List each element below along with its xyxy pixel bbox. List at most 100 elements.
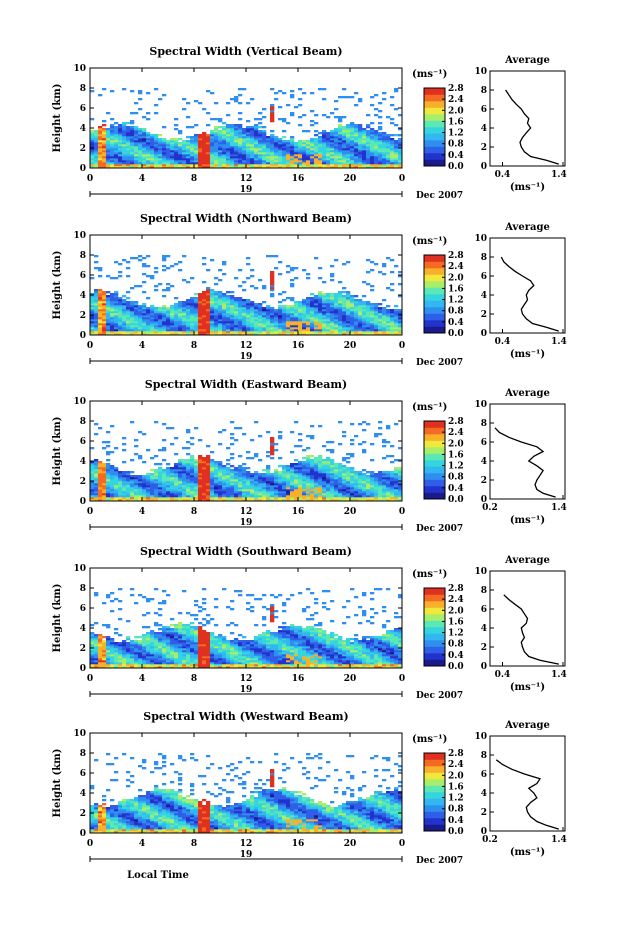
heatmap-cell: [362, 164, 367, 167]
heatmap-cell: [286, 331, 291, 334]
heatmap-cell: [194, 495, 199, 498]
heatmap-cell: [270, 164, 275, 167]
heatmap-cell: [262, 491, 267, 494]
heatmap-cell: [102, 132, 107, 135]
heatmap-cell: [374, 493, 379, 496]
colorbar-segment: [424, 294, 445, 301]
heatmap-cell: [230, 487, 235, 490]
heatmap-cell: [186, 323, 191, 326]
heatmap-cell: [278, 327, 283, 330]
heatmap-cell: [158, 144, 163, 147]
heatmap-cell: [90, 473, 95, 476]
heatmap-cell: [334, 465, 339, 468]
heatmap-cell: [130, 329, 135, 332]
heatmap-cell: [310, 329, 315, 332]
heatmap-cell: [306, 321, 311, 324]
heatmap-cell: [390, 140, 395, 143]
heatmap-cell: [262, 130, 267, 133]
heatmap-cell: [390, 475, 395, 478]
heatmap-cell: [306, 473, 311, 476]
heatmap-cell: [278, 313, 283, 316]
heatmap-cell: [214, 315, 219, 318]
heatmap-cell: [142, 497, 147, 500]
heatmap-cell: [362, 295, 367, 298]
heatmap-cell: [318, 475, 323, 478]
heatmap-cell: [250, 162, 255, 165]
heatmap-cell: [394, 144, 399, 147]
heatmap-cell: [298, 158, 303, 161]
panel-title: Spectral Width (Vertical Beam): [149, 45, 342, 58]
heatmap-cell: [350, 146, 355, 149]
heatmap-cell: [230, 483, 235, 486]
heatmap-cell: [346, 303, 351, 306]
heatmap-cell: [322, 485, 327, 488]
heatmap-cell: [390, 146, 395, 149]
heatmap-cell: [94, 493, 99, 496]
heatmap-cell: [106, 473, 111, 476]
heatmap-cell: [194, 146, 199, 149]
heatmap-cell: [270, 158, 275, 161]
heatmap-cell: [250, 152, 255, 155]
heatmap-cell: [302, 477, 307, 480]
heatmap-cell: [178, 465, 183, 468]
heatmap-cell: [234, 327, 239, 330]
heatmap-cell: [258, 487, 263, 490]
heatmap-cell: [270, 495, 275, 498]
heatmap-cell: [190, 497, 195, 500]
heatmap-cell: [110, 315, 115, 318]
heatmap-cell: [358, 158, 363, 161]
heatmap-cell: [154, 321, 159, 324]
heatmap-cell: [98, 307, 103, 310]
heatmap-cell: [370, 499, 375, 502]
heatmap-cell: [174, 477, 179, 480]
heatmap-cell: [290, 279, 295, 282]
heatmap-cell: [334, 463, 339, 466]
heatmap-cell: [246, 485, 251, 488]
heatmap-cell: [198, 473, 203, 476]
heatmap-cell: [354, 152, 359, 155]
heatmap-cell: [390, 319, 395, 322]
heatmap-cell: [374, 333, 379, 336]
heatmap-cell: [138, 333, 143, 336]
heatmap-cell: [222, 323, 227, 326]
heatmap-cell: [118, 321, 123, 324]
heatmap-cell: [318, 491, 323, 494]
heatmap-cell: [210, 465, 215, 468]
heatmap-cell: [390, 333, 395, 336]
heatmap-cell: [342, 305, 347, 308]
heatmap-cell: [122, 166, 127, 169]
heatmap-cell: [178, 261, 183, 264]
heatmap-cell: [286, 104, 291, 107]
heatmap-cell: [282, 317, 287, 320]
heatmap-cell: [126, 305, 131, 308]
heatmap-cell: [270, 110, 275, 113]
heatmap-cell: [298, 485, 303, 488]
heatmap-cell: [142, 475, 147, 478]
heatmap-cell: [398, 156, 403, 159]
heatmap-cell: [258, 321, 263, 324]
heatmap-cell: [314, 457, 319, 460]
heatmap-cell: [318, 461, 323, 464]
heatmap-cell: [302, 307, 307, 310]
y-tick-label: 10: [73, 231, 86, 241]
heatmap-cell: [186, 469, 191, 472]
heatmap-cell: [162, 315, 167, 318]
heatmap-cell: [158, 325, 163, 328]
heatmap-cell: [294, 160, 299, 163]
heatmap-cell: [342, 313, 347, 316]
heatmap-cell: [338, 469, 343, 472]
heatmap-cell: [258, 158, 263, 161]
heatmap-cell: [342, 309, 347, 312]
heatmap-cell: [114, 317, 119, 320]
heatmap-cell: [158, 166, 163, 169]
heatmap-cell: [330, 299, 335, 302]
heatmap-cell: [202, 475, 207, 478]
heatmap-cell: [186, 459, 191, 462]
heatmap-cell: [286, 487, 291, 490]
heatmap-cell: [262, 309, 267, 312]
heatmap-cell: [318, 331, 323, 334]
heatmap-cell: [102, 323, 107, 326]
heatmap-cell: [138, 132, 143, 135]
heatmap-cell: [346, 311, 351, 314]
heatmap-cell: [338, 146, 343, 149]
